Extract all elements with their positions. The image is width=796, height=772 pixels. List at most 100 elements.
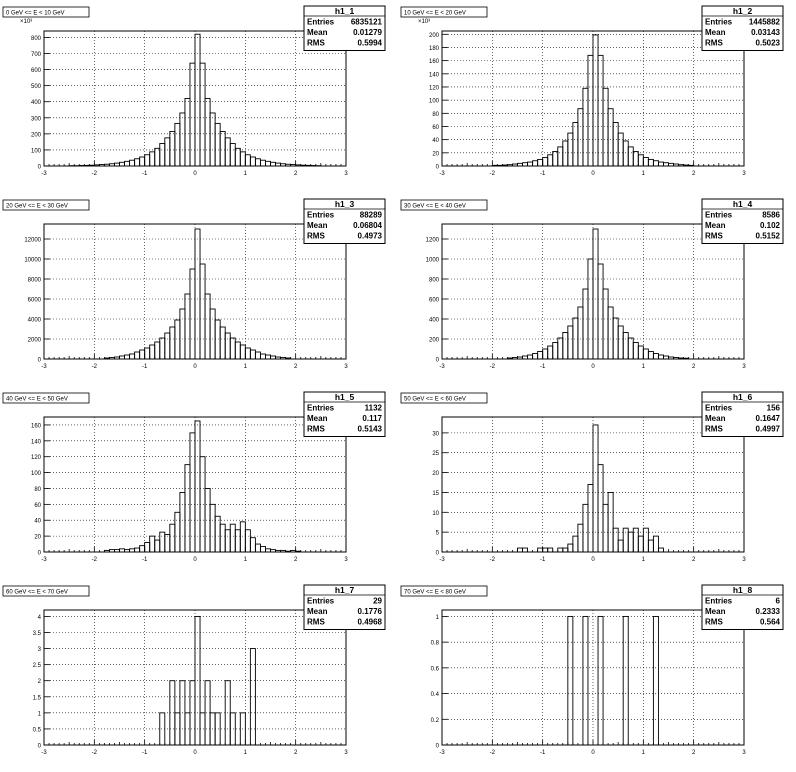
y-tick-label: 2000 xyxy=(28,338,42,344)
y-tick-label: 1 xyxy=(38,711,42,717)
stats-label-mean: Mean xyxy=(705,414,726,423)
x-tick-label: -1 xyxy=(142,557,148,563)
histogram-bin xyxy=(597,263,604,360)
histogram-bin xyxy=(562,140,569,167)
histogram-bin xyxy=(577,108,584,167)
x-tick-label: 2 xyxy=(692,750,696,756)
stats-histogram-name: h1_8 xyxy=(733,585,753,595)
stats-label-rms: RMS xyxy=(705,232,723,241)
stats-label-mean: Mean xyxy=(307,607,328,616)
histogram-bin xyxy=(159,712,166,746)
x-tick-label: -2 xyxy=(490,171,496,177)
histogram-bin xyxy=(229,712,236,746)
y-tick-label: 0 xyxy=(38,551,42,557)
histogram-bin xyxy=(542,547,549,553)
histogram-bin xyxy=(275,162,282,167)
stats-label-entries: Entries xyxy=(705,404,733,413)
histogram-bin xyxy=(295,550,302,553)
histogram-bin xyxy=(159,531,166,553)
x-tick-label: 2 xyxy=(294,557,298,563)
histogram-bin xyxy=(259,159,266,167)
x-tick-label: -3 xyxy=(41,364,47,370)
histogram-bin xyxy=(169,326,176,360)
stats-value-mean: 0.1776 xyxy=(358,607,383,616)
histogram-bin xyxy=(129,353,136,360)
histogram-title-box xyxy=(2,585,90,597)
histogram-title: 20 GeV <= E < 30 GeV xyxy=(6,204,68,210)
x-tick-label: 3 xyxy=(344,364,348,370)
histogram-bin xyxy=(275,549,282,553)
y-tick-label: 140 xyxy=(429,72,440,78)
x-tick-label: 2 xyxy=(692,557,696,563)
histogram-bin xyxy=(612,527,619,553)
histogram-bin xyxy=(673,357,680,360)
y-tick-label: 100 xyxy=(429,99,440,105)
histogram-bin xyxy=(602,503,609,553)
x-tick-label: 1 xyxy=(244,557,248,563)
histogram-bin xyxy=(229,143,236,167)
x-tick-label: 0 xyxy=(193,364,197,370)
histogram-bin xyxy=(114,549,120,553)
histogram-bin xyxy=(572,122,579,167)
histogram-bin xyxy=(642,156,649,167)
y-tick-label: 2 xyxy=(38,679,42,685)
histogram-bin xyxy=(557,337,564,360)
y-tick-label: 700 xyxy=(31,52,42,58)
x-tick-label: -2 xyxy=(92,171,98,177)
stats-label-rms: RMS xyxy=(705,618,723,627)
histogram-bin xyxy=(254,543,261,553)
histogram-bin xyxy=(239,712,246,746)
histogram-bin xyxy=(607,491,614,553)
y-tick-label: 20 xyxy=(432,151,439,157)
histogram-bin xyxy=(617,132,624,167)
y-tick-label: 600 xyxy=(31,68,42,74)
histogram-bin xyxy=(547,154,554,167)
stats-label-mean: Mean xyxy=(705,607,726,616)
histogram-title: 50 GeV <= E < 60 GeV xyxy=(404,397,466,403)
histogram-bin xyxy=(290,549,297,553)
histogram-bin xyxy=(587,258,594,360)
stats-label-entries: Entries xyxy=(307,211,335,220)
y-tick-label: 160 xyxy=(429,59,440,65)
histogram-bin xyxy=(194,33,201,167)
histogram-bin xyxy=(657,161,664,167)
y-tick-label: 0.5 xyxy=(33,727,42,733)
stats-label-rms: RMS xyxy=(705,425,723,434)
x-tick-label: 0 xyxy=(193,171,197,177)
histogram-bin xyxy=(567,615,574,746)
x-tick-label: -3 xyxy=(41,750,47,756)
histogram-bin xyxy=(597,464,604,553)
y-tick-label: 1 xyxy=(436,615,440,621)
histogram-bin xyxy=(280,357,287,360)
histogram-bin xyxy=(224,529,231,553)
histogram-bin xyxy=(189,62,196,167)
y-tick-label: 20 xyxy=(432,471,439,477)
histogram-bin xyxy=(194,228,201,360)
histogram-bin xyxy=(290,164,297,167)
histogram-title-box xyxy=(400,392,488,404)
stats-value-entries: 6 xyxy=(776,597,781,606)
histogram-bin xyxy=(285,357,292,360)
histogram-bin xyxy=(622,332,629,360)
x-tick-label: -2 xyxy=(92,750,98,756)
histogram-bin xyxy=(214,515,221,553)
histogram-bin xyxy=(522,547,529,553)
y-tick-label: 0 xyxy=(436,744,440,750)
histogram-bin xyxy=(657,354,664,360)
stats-box xyxy=(303,391,386,437)
x-tick-label: 2 xyxy=(294,171,298,177)
histogram-title: 0 GeV <= E < 10 GeV xyxy=(6,11,65,17)
histogram-bin xyxy=(642,527,649,553)
stats-value-rms: 0.4997 xyxy=(756,425,781,434)
y-tick-label: 100 xyxy=(31,471,42,477)
histogram-bin xyxy=(517,356,523,360)
histogram-bin xyxy=(557,547,564,553)
x-tick-label: -2 xyxy=(92,364,98,370)
y-tick-label: 3.5 xyxy=(33,631,42,637)
stats-label-entries: Entries xyxy=(307,597,335,606)
histogram-bin xyxy=(259,545,266,553)
histogram-bin xyxy=(678,164,685,167)
histogram-bin xyxy=(562,547,569,553)
stats-box xyxy=(303,584,386,630)
histogram-bin xyxy=(139,156,146,167)
